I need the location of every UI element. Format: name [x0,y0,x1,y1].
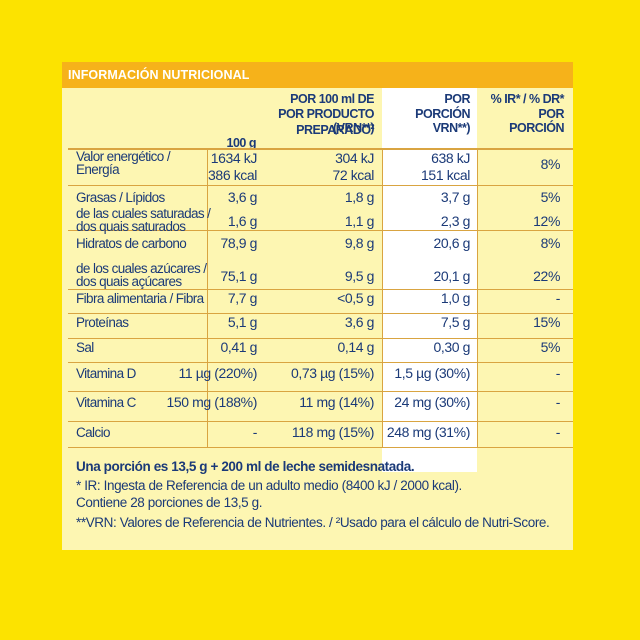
cell-c2: 304 kJ 72 kcal [332,150,374,183]
cell-c3: 2,3 g [440,213,471,229]
row-divider [68,313,573,314]
cell-c3: 1,5 µg (30%) [394,365,470,381]
row-label: de los cuales azúcares / dos quais açúca… [76,261,207,289]
cell-c1: 1,6 g [227,213,258,229]
row-divider [68,421,573,422]
row-label: Proteínas [76,315,129,330]
cell-c4: 5% [540,189,561,205]
cell-c4: 12% [533,213,560,229]
row-divider [68,338,573,339]
row-divider [68,362,573,363]
cell-c3: 638 kJ 151 kcal [421,150,470,183]
cell-c3: 0,30 g [433,339,470,355]
cell-c2: 9,8 g [344,235,375,251]
row-label: Vitamina C [76,395,136,410]
cell-c1: 5,1 g [227,314,258,330]
cell-c4: 8% [540,156,561,172]
column-divider [207,148,208,447]
cell-c2: 1,8 g [344,189,375,205]
header-per-100g: POR 100 ml DE POR PRODUCTO PREPARADO2 [278,92,374,138]
cell-c2: 9,5 g [344,268,375,284]
cell-c4: 5% [540,339,561,355]
cell-c4: 15% [533,314,560,330]
cell-c1: 0,41 g [220,339,257,355]
row-divider [68,148,573,150]
row-divider [68,185,573,186]
header-portion: POR PORCIÓN VRN**) [415,92,470,135]
row-divider [68,391,573,392]
cell-c2: 0,73 µg (15%) [290,365,374,381]
contains-note: Contiene 28 porciones de 13,5 g. [76,495,263,510]
header-ir: % IR* / % DR* POR PORCIÓN [490,92,565,135]
cell-c1: - [252,424,258,440]
column-divider [477,148,478,447]
cell-c1: 78,9 g [220,235,257,251]
row-label: Vitamina D [76,366,136,381]
cell-c1: 11 µg (220%) [178,365,258,381]
cell-c1: 1634 kJ 386 kcal [208,150,257,183]
cell-c2: 1,1 g [344,213,375,229]
portion-note: Una porción es 13,5 g + 200 ml de leche … [76,459,415,474]
row-divider [68,289,573,290]
table-title: INFORMACIÓN NUTRICIONAL [62,62,573,88]
cell-c3: 20,6 g [433,235,470,251]
column-divider [382,148,383,447]
cell-c3: 20,1 g [433,268,470,284]
nutrition-panel: INFORMACIÓN NUTRICIONAL POR 100 ml DE PO… [62,62,573,550]
cell-c1: 7,7 g [227,290,258,306]
cell-c2: 118 mg (15%) [291,424,374,440]
cell-c3: 1,0 g [440,290,471,306]
ir-note: * IR: Ingesta de Referencia de un adulto… [76,478,462,493]
cell-c3: 24 mg (30%) [394,394,470,410]
row-label: Hidratos de carbono [76,236,187,251]
vrn-note: **VRN: Valores de Referencia de Nutrient… [76,515,550,530]
header-per-100g-value: 100 g [226,135,257,150]
cell-c1: 150 mg (188%) [166,394,257,410]
cell-c3: 7,5 g [440,314,471,330]
row-divider [68,447,573,448]
portion-column-highlight [382,88,477,472]
cell-c1: 75,1 g [220,268,257,284]
cell-c4: 22% [533,268,560,284]
cell-c4: - [555,394,561,410]
cell-c2: 11 mg (14%) [299,394,374,410]
row-label: Calcio [76,425,111,440]
cell-c4: - [555,424,561,440]
header-vrn: (VRN**) [333,121,374,135]
row-label: de las cuales saturadas / dos quais satu… [76,206,211,234]
cell-c4: - [555,365,561,381]
cell-c4: 8% [540,235,561,251]
row-label: Valor energético / Energía [76,149,171,177]
cell-c2: 0,14 g [337,339,374,355]
cell-c3: 248 mg (31%) [386,424,471,440]
row-label: Fibra alimentaria / Fibra [76,291,204,306]
cell-c3: 3,7 g [440,189,471,205]
cell-c2: <0,5 g [337,290,374,306]
row-label: Grasas / Lípidos [76,190,165,205]
row-divider [68,230,573,231]
cell-c4: - [555,290,561,306]
row-label: Sal [76,340,94,355]
cell-c1: 3,6 g [227,189,258,205]
cell-c2: 3,6 g [344,314,375,330]
